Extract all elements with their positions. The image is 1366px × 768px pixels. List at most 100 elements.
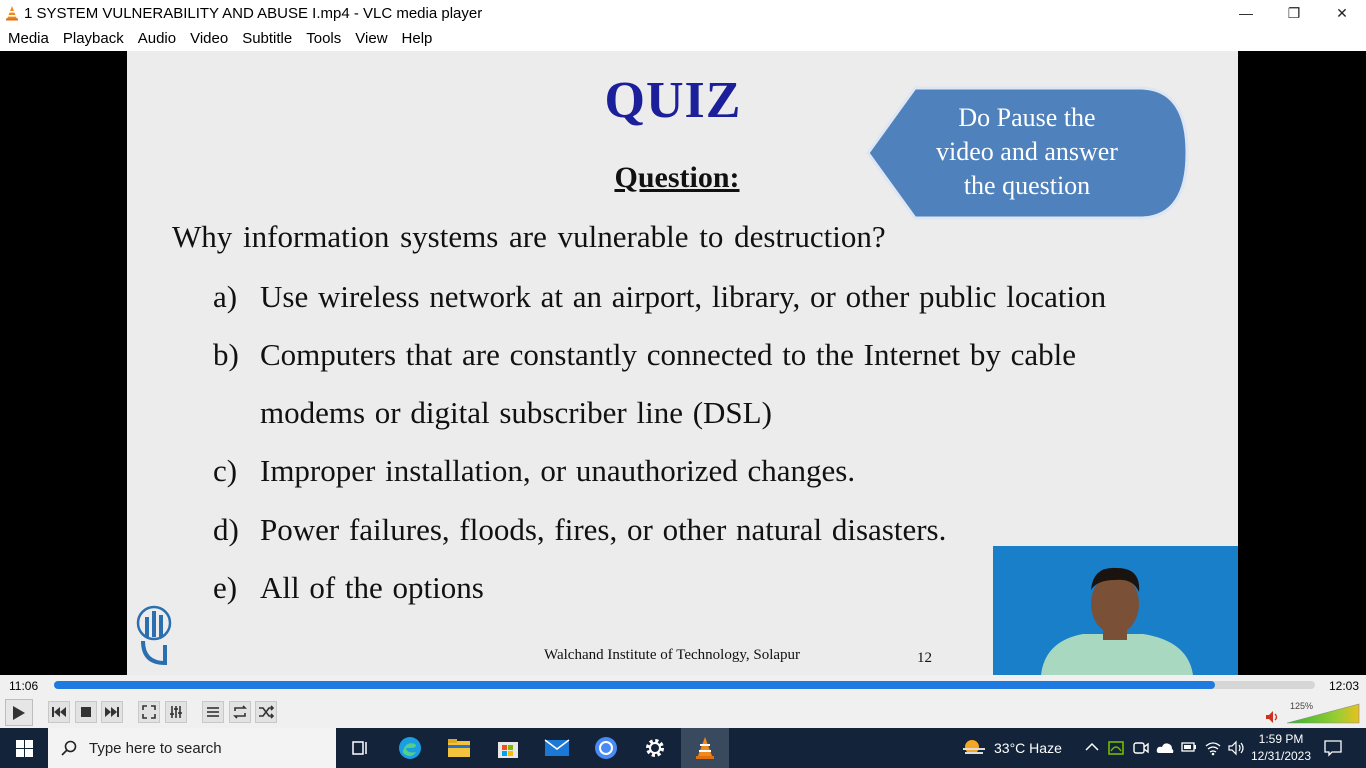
- task-view-icon: [352, 741, 367, 755]
- callout-line: video and answer: [936, 137, 1118, 166]
- meet-now-icon[interactable]: [1133, 740, 1149, 756]
- minimize-button[interactable]: —: [1239, 5, 1253, 21]
- presenter-figure: [993, 546, 1238, 675]
- previous-button[interactable]: [48, 701, 70, 723]
- option-d-text: Power failures, floods, fires, or other …: [260, 512, 947, 547]
- slide-footer: Walchand Institute of Technology, Solapu…: [544, 647, 801, 663]
- gear-icon: [646, 739, 664, 757]
- option-letter: e): [213, 570, 238, 605]
- loop-icon: [233, 705, 247, 719]
- menu-tools[interactable]: Tools: [306, 30, 342, 47]
- volume-percent: 125%: [1290, 701, 1314, 711]
- mail-icon: [544, 739, 570, 756]
- weather-text[interactable]: 33°C Haze: [994, 740, 1062, 756]
- volume-slider[interactable]: [1286, 703, 1360, 725]
- mail-button[interactable]: [533, 728, 581, 768]
- menu-subtitle[interactable]: Subtitle: [242, 30, 293, 47]
- shuffle-button[interactable]: [255, 701, 277, 723]
- next-button[interactable]: [101, 701, 123, 723]
- slide: QUIZ Question: Do Pause the video and an…: [127, 51, 1238, 675]
- option-b-text: Computers that are constantly connected …: [260, 337, 1076, 372]
- option-letter: c): [213, 453, 238, 488]
- menu-video[interactable]: Video: [190, 30, 229, 47]
- clock-time: 1:59 PM: [1258, 732, 1304, 746]
- task-view-button[interactable]: [336, 728, 384, 768]
- slide-title: QUIZ: [604, 72, 742, 129]
- callout-line: the question: [963, 171, 1091, 200]
- wifi-icon[interactable]: [1205, 740, 1221, 756]
- search-placeholder: Type here to search: [89, 739, 222, 757]
- onedrive-icon[interactable]: [1156, 740, 1174, 756]
- elapsed-time: 11:06: [9, 679, 39, 693]
- maximize-button[interactable]: ❐: [1287, 4, 1301, 21]
- stop-icon: [81, 707, 91, 717]
- edge-button[interactable]: [386, 728, 434, 768]
- fullscreen-button[interactable]: [138, 701, 160, 723]
- seek-bar[interactable]: [54, 681, 1315, 689]
- presenter-video: [993, 546, 1238, 675]
- next-icon: [105, 707, 119, 717]
- window-title: 1 SYSTEM VULNERABILITY AND ABUSE I.mp4 -…: [24, 4, 483, 22]
- shuffle-icon: [259, 705, 274, 719]
- play-button[interactable]: [5, 699, 33, 726]
- chevron-up-icon[interactable]: [1085, 742, 1099, 752]
- institute-logo: [136, 605, 172, 666]
- chrome-button[interactable]: [582, 728, 630, 768]
- menu-audio[interactable]: Audio: [137, 30, 177, 47]
- chrome-icon: [595, 737, 617, 759]
- store-icon: [498, 742, 518, 758]
- vlc-icon: [6, 6, 18, 21]
- close-button[interactable]: ✕: [1336, 4, 1348, 21]
- option-letter: b): [213, 337, 239, 372]
- taskbar: Type here to search 33°C Haze 1:59 PM 12…: [0, 728, 1366, 768]
- store-button[interactable]: [484, 728, 532, 768]
- speaker-icon[interactable]: [1265, 710, 1281, 724]
- video-area[interactable]: QUIZ Question: Do Pause the video and an…: [0, 51, 1366, 675]
- taskbar-search[interactable]: Type here to search: [48, 728, 336, 768]
- volume-icon[interactable]: [1228, 740, 1246, 756]
- question-label: Question:: [614, 161, 740, 194]
- edge-icon: [399, 737, 421, 759]
- question-text: Why information systems are vulnerable t…: [172, 219, 886, 254]
- vlc-icon: [696, 737, 714, 759]
- equalizer-icon: [170, 706, 182, 718]
- search-icon: [61, 740, 77, 756]
- nvidia-icon[interactable]: [1108, 740, 1124, 756]
- notification-icon[interactable]: [1324, 739, 1342, 757]
- callout-line: Do Pause the: [958, 103, 1096, 132]
- seek-progress: [54, 681, 1216, 689]
- control-bar: 125%: [0, 697, 1366, 728]
- play-icon: [13, 705, 25, 720]
- system-clock[interactable]: 1:59 PM 12/31/2023: [1250, 731, 1312, 765]
- menu-bar: Media Playback Audio Video Subtitle Tool…: [0, 26, 1366, 51]
- option-e-text: All of the options: [260, 570, 484, 605]
- extended-settings-button[interactable]: [165, 701, 187, 723]
- vlc-taskbar-button[interactable]: [681, 728, 729, 768]
- battery-icon[interactable]: [1181, 741, 1197, 753]
- option-a-text: Use wireless network at an airport, libr…: [260, 279, 1107, 314]
- option-c-text: Improper installation, or unauthorized c…: [260, 453, 856, 488]
- playlist-button[interactable]: [202, 701, 224, 723]
- menu-playback[interactable]: Playback: [62, 30, 124, 47]
- option-b-text-continued: modems or digital subscriber line (DSL): [260, 395, 772, 430]
- playlist-icon: [207, 707, 219, 717]
- option-letter: a): [213, 279, 238, 314]
- slide-page-number: 12: [917, 650, 932, 666]
- folder-icon: [448, 739, 470, 757]
- callout-text: Do Pause the video and answer the questi…: [917, 101, 1137, 203]
- seek-row: 11:06 12:03: [0, 675, 1366, 697]
- menu-view[interactable]: View: [355, 30, 388, 47]
- settings-button[interactable]: [631, 728, 679, 768]
- start-button[interactable]: [0, 728, 48, 768]
- haze-weather-icon: [963, 740, 985, 754]
- windows-icon: [15, 739, 33, 757]
- file-explorer-button[interactable]: [435, 728, 483, 768]
- option-letter: d): [213, 512, 239, 547]
- menu-help[interactable]: Help: [401, 30, 433, 47]
- fullscreen-icon: [142, 705, 156, 719]
- stop-button[interactable]: [75, 701, 97, 723]
- loop-button[interactable]: [229, 701, 251, 723]
- callout-shape: [866, 86, 1189, 220]
- menu-media[interactable]: Media: [8, 30, 49, 47]
- title-bar: 1 SYSTEM VULNERABILITY AND ABUSE I.mp4 -…: [0, 0, 1366, 26]
